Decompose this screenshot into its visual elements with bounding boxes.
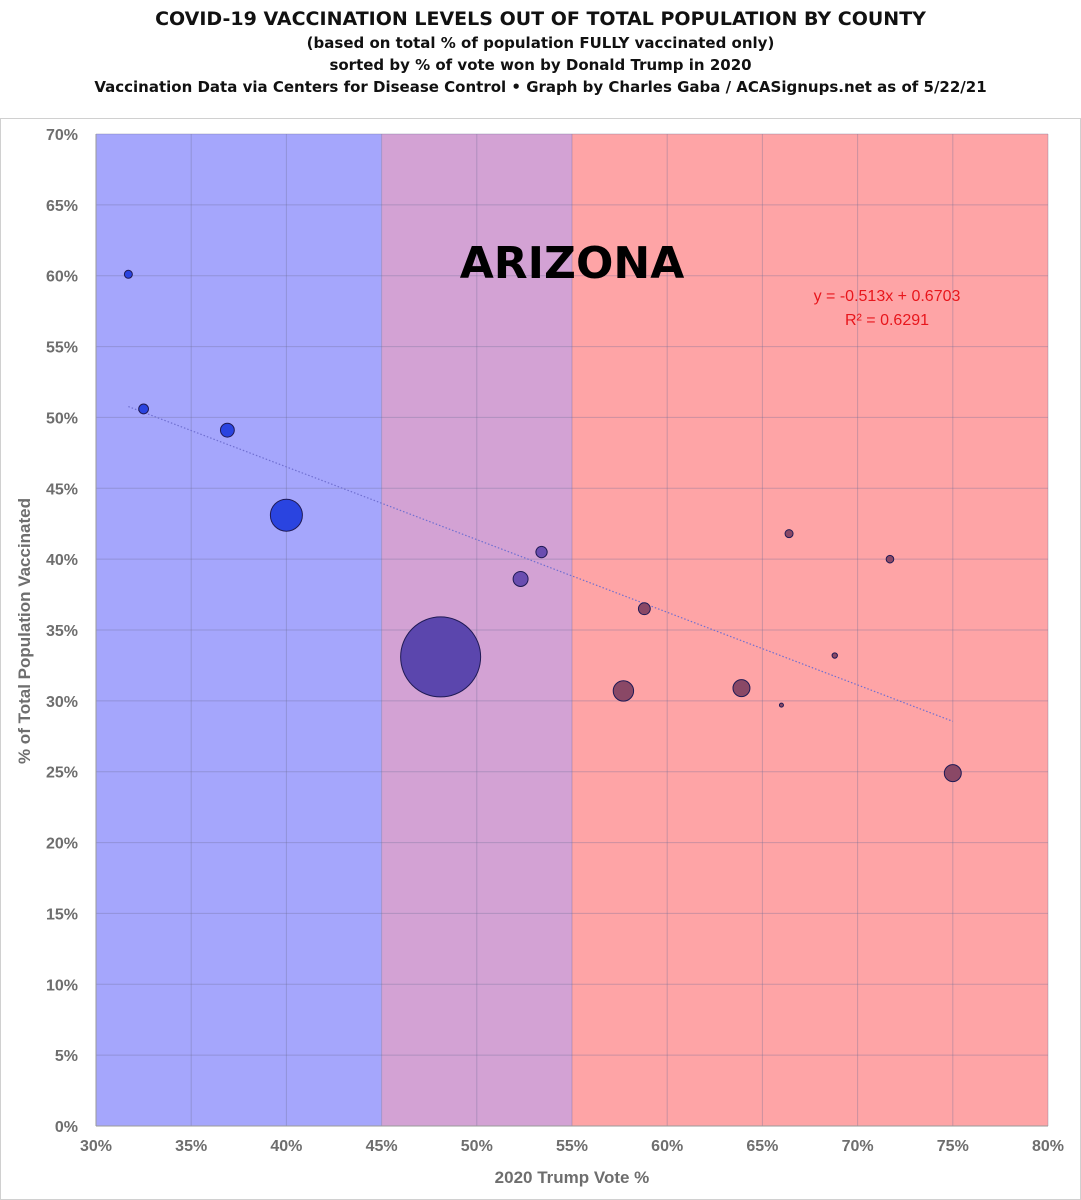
background-bands xyxy=(96,134,1048,1126)
y-tick-label-14: 70% xyxy=(46,127,78,144)
y-tick-label-10: 50% xyxy=(46,410,78,427)
background-band-0 xyxy=(96,134,382,1126)
data-point-14 xyxy=(943,764,962,783)
data-point-8 xyxy=(637,602,651,616)
y-tick-label-1: 5% xyxy=(55,1048,78,1065)
data-point-11 xyxy=(784,529,794,539)
chart-subtitle-1: (based on total % of population FULLY va… xyxy=(306,34,775,52)
gridlines xyxy=(95,133,1049,1127)
y-axis-title: % of Total Population Vaccinated xyxy=(15,498,34,764)
state-label: ARIZONA xyxy=(460,238,685,289)
y-tick-label-11: 55% xyxy=(46,340,78,357)
trendline xyxy=(128,405,954,722)
y-tick-label-9: 45% xyxy=(46,481,78,498)
y-tick-label-8: 40% xyxy=(46,552,78,569)
trendline-r-squared: R² = 0.6291 xyxy=(845,312,929,329)
chart-subtitle-3: Vaccination Data via Centers for Disease… xyxy=(94,78,987,96)
x-axis-title: 2020 Trump Vote % xyxy=(495,1168,650,1187)
x-axis-ticks: 30% 35% 40% 45% 50% 55% 60% 65% 70% 75% 80% xyxy=(80,1138,1064,1155)
y-tick-label-2: 10% xyxy=(46,977,78,994)
x-tick-label-3: 45% xyxy=(366,1138,398,1155)
y-tick-label-13: 65% xyxy=(46,198,78,215)
y-tick-label-7: 35% xyxy=(46,623,78,640)
data-point-12 xyxy=(831,652,838,659)
x-tick-label-1: 35% xyxy=(175,1138,207,1155)
data-point-9 xyxy=(732,679,751,698)
x-tick-label-6: 60% xyxy=(651,1138,683,1155)
data-point-10 xyxy=(778,702,784,708)
chart-header: COVID-19 VACCINATION LEVELS OUT OF TOTAL… xyxy=(0,6,1081,98)
y-tick-label-0: 0% xyxy=(55,1119,78,1136)
data-point-1 xyxy=(138,403,149,415)
chart-title: COVID-19 VACCINATION LEVELS OUT OF TOTAL… xyxy=(155,8,926,30)
trendline-group xyxy=(128,405,954,722)
y-tick-label-6: 30% xyxy=(46,694,78,711)
chart-subtitle-2: sorted by % of vote won by Donald Trump … xyxy=(329,56,752,74)
trendline-equation: y = -0.513x + 0.6703 xyxy=(814,288,961,305)
x-tick-label-4: 50% xyxy=(461,1138,493,1155)
y-tick-label-3: 15% xyxy=(46,906,78,923)
data-point-4 xyxy=(400,616,482,698)
data-point-2 xyxy=(219,422,235,438)
y-tick-label-12: 60% xyxy=(46,269,78,286)
y-tick-label-5: 25% xyxy=(46,765,78,782)
data-point-7 xyxy=(612,680,635,702)
x-tick-label-8: 70% xyxy=(842,1138,874,1155)
data-point-3 xyxy=(269,498,303,532)
y-tick-label-4: 20% xyxy=(46,836,78,853)
data-point-0 xyxy=(123,269,133,279)
data-points xyxy=(123,269,962,783)
data-point-5 xyxy=(512,570,529,587)
data-point-13 xyxy=(885,554,895,564)
x-tick-label-10: 80% xyxy=(1032,1138,1064,1155)
background-band-2 xyxy=(572,134,1048,1126)
data-point-6 xyxy=(535,545,548,559)
x-tick-label-7: 65% xyxy=(746,1138,778,1155)
x-tick-label-5: 55% xyxy=(556,1138,588,1155)
y-axis-ticks: 0% 5% 10% 15% 20% 25% 30% 35% 40% 45% 50% 55% 60% 65%… xyxy=(46,127,78,1136)
x-tick-label-2: 40% xyxy=(270,1138,302,1155)
x-tick-label-0: 30% xyxy=(80,1138,112,1155)
x-tick-label-9: 75% xyxy=(937,1138,969,1155)
